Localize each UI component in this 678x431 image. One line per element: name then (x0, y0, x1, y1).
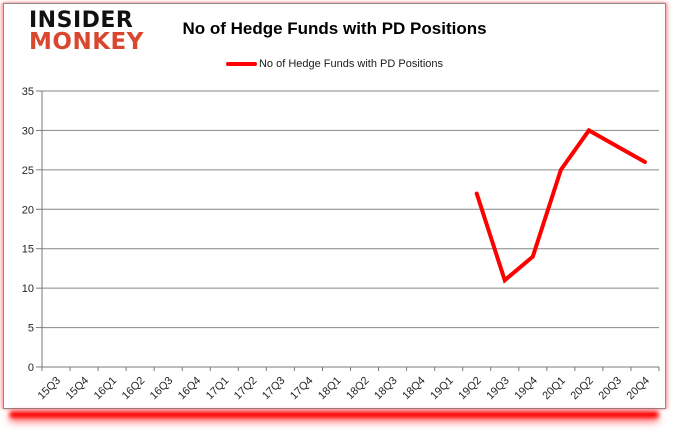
x-tick-label: 16Q1 (92, 375, 120, 403)
x-tick-label: 17Q1 (204, 375, 232, 403)
y-tick-label: 20 (22, 204, 34, 216)
x-tick-label: 17Q3 (260, 375, 288, 403)
x-tick-label: 17Q4 (288, 375, 316, 403)
y-tick-label: 0 (28, 362, 34, 374)
x-tick-label: 15Q3 (36, 375, 64, 403)
red-glow-bar (9, 411, 659, 418)
x-tick-label: 18Q4 (400, 375, 428, 403)
x-tick-label: 15Q4 (64, 375, 92, 403)
x-tick-label: 20Q3 (597, 375, 625, 403)
x-tick-label: 20Q4 (625, 375, 653, 403)
y-tick-label: 30 (22, 125, 34, 137)
logo-text-monkey: MONKEY (29, 28, 144, 55)
x-tick-label: 18Q3 (372, 375, 400, 403)
legend-label: No of Hedge Funds with PD Positions (258, 58, 444, 70)
legend-line-marker-icon (225, 62, 257, 66)
logo-text-insider: INSIDER (29, 8, 134, 33)
x-tick-label: 17Q2 (232, 375, 260, 403)
x-tick-label: 20Q1 (540, 375, 568, 403)
y-tick-label: 10 (22, 283, 34, 295)
x-tick-label: 16Q4 (176, 375, 204, 403)
x-tick-label: 16Q3 (148, 375, 176, 403)
y-tick-label: 35 (22, 86, 34, 98)
y-tick-label: 25 (22, 165, 34, 177)
x-tick-label: 18Q1 (316, 375, 344, 403)
chart-title: No of Hedge Funds with PD Positions (182, 19, 487, 38)
x-tick-label: 19Q1 (428, 375, 456, 403)
x-tick-label: 19Q3 (484, 375, 512, 403)
y-tick-label: 5 (28, 323, 34, 335)
x-tick-label: 19Q2 (456, 375, 484, 403)
chart-legend: No of Hedge Funds with PD Positions (4, 58, 665, 70)
series-line (474, 127, 647, 284)
x-tick-label: 19Q4 (512, 375, 540, 403)
y-tick-label: 15 (22, 244, 34, 256)
x-tick-label: 20Q2 (568, 375, 596, 403)
x-tick-label: 16Q2 (120, 375, 148, 403)
insider-monkey-logo: INSIDER MONKEY (29, 8, 144, 55)
chart-frame: INSIDER MONKEY No of Hedge Funds with PD… (3, 3, 666, 409)
x-tick-label: 18Q2 (344, 375, 372, 403)
